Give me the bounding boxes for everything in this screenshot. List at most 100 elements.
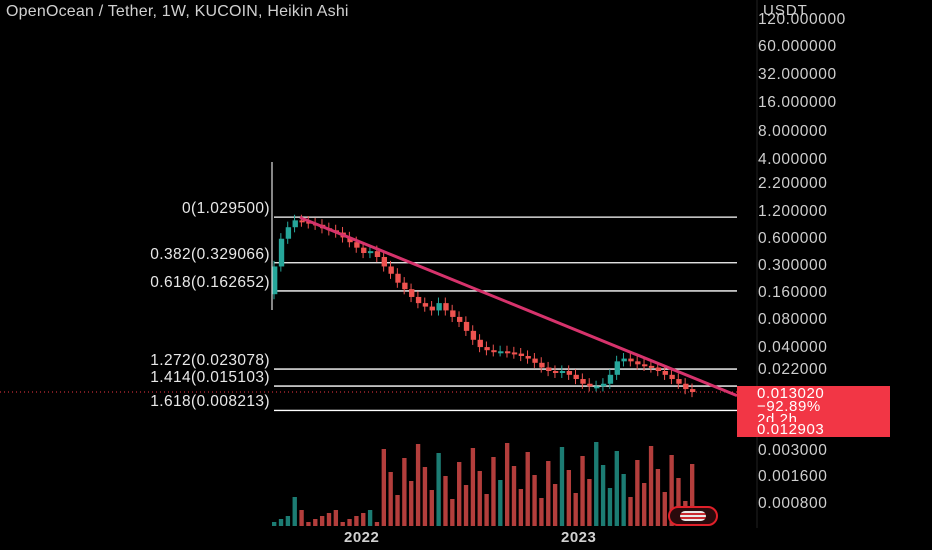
- candle-body: [525, 356, 531, 359]
- volume-bar: [676, 478, 681, 526]
- candle-body: [429, 306, 435, 311]
- candle-body: [498, 351, 504, 354]
- candle-body: [594, 386, 600, 389]
- volume-bar: [518, 489, 524, 526]
- candle-body: [559, 371, 566, 373]
- volume-bar: [546, 461, 551, 526]
- y-tick-label: 0.080000: [758, 311, 828, 328]
- volume-bar: [690, 464, 695, 526]
- volume-bar: [299, 510, 304, 526]
- volume-bar: [525, 452, 530, 526]
- candle-body: [621, 358, 627, 362]
- x-tick-2023: 2023: [561, 529, 597, 546]
- candle-body: [669, 374, 675, 380]
- chart-title: OpenOcean / Tether, 1W, KUCOIN, Heikin A…: [6, 3, 349, 20]
- candle-body: [470, 330, 477, 340]
- volume-bar: [504, 443, 510, 526]
- volume-bar: [559, 447, 565, 526]
- last-price: 0.013020: [757, 385, 825, 402]
- volume-bar: [648, 446, 654, 526]
- volume-bar: [484, 494, 489, 526]
- candle-body: [409, 289, 415, 297]
- volume-bar: [429, 490, 434, 526]
- volume-bar: [498, 480, 503, 526]
- volume-bar: [600, 465, 606, 526]
- y-tick-label: 0.022000: [758, 361, 828, 378]
- volume-bar: [621, 474, 626, 526]
- close-price-badge: 0.012903: [737, 422, 890, 437]
- volume-bar: [662, 492, 667, 526]
- volume-bar: [409, 481, 414, 526]
- y-tick-label: 32.000000: [758, 66, 837, 83]
- volume-bar: [436, 453, 441, 526]
- volume-bar: [594, 442, 599, 526]
- candle-body: [504, 351, 511, 354]
- volume-bar: [580, 456, 585, 526]
- y-tick-label: 0.300000: [758, 257, 828, 274]
- y-tick-label: 8.000000: [758, 123, 828, 140]
- volume-bar: [292, 497, 297, 526]
- volume-bar: [477, 471, 482, 526]
- volume-bar: [539, 498, 544, 526]
- volume-bar: [278, 519, 284, 526]
- candle-body: [292, 220, 298, 228]
- candle-body: [539, 362, 545, 368]
- y-tick-label: 0.003000: [758, 442, 828, 459]
- candle-body: [573, 374, 579, 380]
- fib-level-label: 0.618(0.162652): [150, 273, 270, 291]
- candle-body: [518, 353, 525, 357]
- candle-body: [395, 273, 401, 283]
- candle-body: [690, 389, 696, 393]
- candle-body: [552, 371, 559, 373]
- price-change: −92.89%: [757, 398, 821, 415]
- y-tick-label: 0.000800: [758, 495, 828, 512]
- volume-bar: [614, 451, 619, 526]
- volume-bar: [463, 485, 469, 526]
- candle-body: [457, 316, 463, 322]
- candle-body: [628, 358, 634, 362]
- fib-level-label: 1.618(0.008213): [150, 393, 270, 411]
- candle-body: [607, 374, 614, 384]
- y-tick-label: 2.200000: [758, 175, 828, 192]
- volume-bar: [326, 513, 332, 526]
- candle-body: [676, 379, 682, 384]
- y-tick-label: 0.040000: [758, 339, 828, 356]
- candle-body: [648, 365, 655, 368]
- candle-body: [285, 227, 292, 239]
- volume-bar: [566, 470, 572, 526]
- candle-body: [566, 371, 573, 375]
- y-tick-label: 16.000000: [758, 94, 837, 111]
- trendline: [299, 216, 738, 398]
- volume-bar: [347, 519, 352, 526]
- candle-body: [463, 321, 470, 331]
- candle-body: [655, 367, 662, 371]
- volume-bar: [354, 516, 359, 526]
- volume-bar: [511, 466, 517, 526]
- axis-currency-label: USDT: [763, 2, 808, 19]
- candle-body: [600, 383, 607, 387]
- volume-bar: [306, 522, 311, 526]
- y-tick-label: 120.000000: [758, 11, 846, 28]
- y-tick-label: 60.000000: [758, 38, 837, 55]
- volume-bar: [381, 449, 386, 526]
- volume-bar: [422, 467, 428, 526]
- volume-bar: [491, 457, 496, 526]
- candle-body: [299, 220, 305, 223]
- candle-body: [367, 251, 374, 254]
- candle-body: [511, 352, 518, 355]
- volume-bar: [655, 469, 661, 526]
- volume-bar: [607, 488, 613, 526]
- y-tick-label: 0.160000: [758, 284, 828, 301]
- volume-bar: [367, 510, 373, 526]
- volume-bar: [443, 476, 448, 526]
- candle-body: [642, 364, 648, 367]
- us-flag-icon[interactable]: [668, 506, 718, 526]
- volume-bar: [388, 472, 393, 526]
- volume-bar: [313, 519, 318, 526]
- candle-body: [402, 282, 408, 290]
- volume-bar: [635, 460, 640, 526]
- volume-bar: [285, 516, 291, 526]
- volume-bar: [319, 516, 325, 526]
- candle-body: [614, 361, 620, 375]
